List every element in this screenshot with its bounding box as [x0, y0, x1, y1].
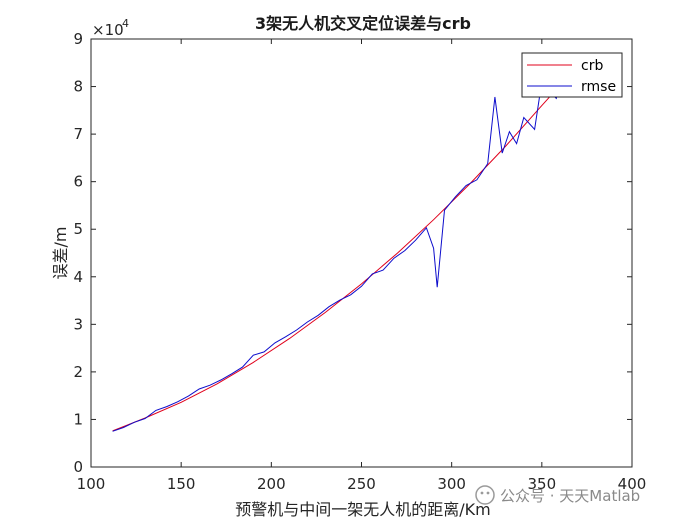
y-tick-label: 8 [73, 78, 83, 96]
x-axis: 100 150 200 250 300 350 400 [77, 39, 647, 493]
wechat-icon-eye-left [480, 491, 484, 495]
series-layer [112, 80, 561, 432]
axes-box [90, 38, 633, 468]
y-tick-label: 9 [73, 30, 83, 48]
y-tick-label: 3 [73, 315, 83, 333]
x-axis-label: 预警机与中间一架无人机的距离/Km [235, 500, 490, 519]
y-tick-label: 7 [73, 125, 83, 143]
wechat-icon-eye-right [486, 491, 490, 495]
watermark: 公众号 · 天天Matlab [475, 485, 640, 505]
y-exponent-power: 4 [122, 17, 129, 30]
x-tick-label: 200 [257, 475, 286, 493]
legend-crb-label: crb [581, 58, 603, 74]
y-tick-label: 4 [73, 268, 83, 286]
y-tick-label: 1 [73, 410, 83, 428]
x-tick-label: 150 [167, 475, 196, 493]
chart-title: 3架无人机交叉定位误差与crb [255, 14, 471, 33]
y-tick-label: 0 [73, 458, 83, 476]
watermark-text: 公众号 · 天天Matlab [500, 487, 640, 505]
y-exponent-base: ×10 [92, 21, 124, 39]
y-tick-label: 5 [73, 220, 83, 238]
x-tick-label: 100 [77, 475, 106, 493]
y-axis-label: 误差/m [51, 227, 70, 280]
x-tick-label: 400 [618, 475, 647, 493]
legend-rmse-label: rmse [581, 79, 616, 95]
x-tick-label: 300 [437, 475, 466, 493]
series-line-rmse [112, 80, 561, 432]
legend-box [521, 52, 623, 98]
wechat-icon [475, 485, 495, 505]
x-tick-label: 350 [528, 475, 557, 493]
y-axis: 0 1 2 3 4 5 6 7 8 9 [73, 30, 632, 476]
y-tick-label: 2 [73, 363, 83, 381]
y-exponent: ×10 4 [92, 17, 129, 39]
x-tick-label: 250 [347, 475, 376, 493]
plot-area: 100 150 200 250 300 350 400 0 1 2 3 4 5 6 7 8 9 [73, 30, 646, 493]
y-tick-label: 6 [73, 173, 83, 191]
legend: crb rmse [521, 52, 623, 98]
